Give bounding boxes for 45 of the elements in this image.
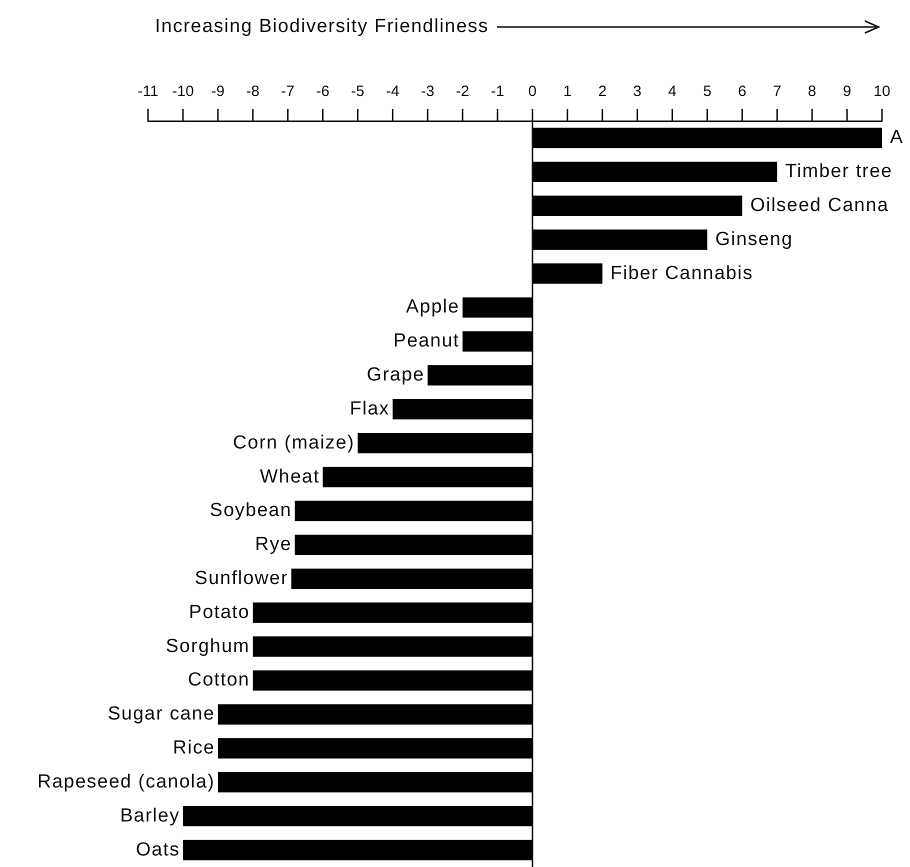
x-tick-label: 10 — [874, 83, 890, 100]
x-tick-label: 3 — [633, 83, 642, 100]
x-tick-label: 9 — [842, 83, 852, 100]
x-tick-label: 5 — [703, 83, 712, 100]
x-tick-label: -6 — [316, 83, 330, 100]
y-tick-label: Oilseed Canna — [750, 195, 889, 216]
x-tick-label: -4 — [386, 83, 400, 100]
x-tick-label: 7 — [772, 83, 782, 100]
x-tick-label: 1 — [563, 83, 572, 100]
y-tick-label: Barley — [120, 805, 180, 826]
x-tick-label: -10 — [172, 83, 194, 100]
y-tick-label: Oats — [136, 839, 180, 860]
y-tick-label: Grape — [366, 364, 425, 386]
x-tick-label: 2 — [598, 83, 607, 100]
y-tick-label: Potato — [188, 602, 250, 623]
x-tick-label: -11 — [138, 83, 158, 100]
x-tick-label: -9 — [211, 83, 225, 100]
y-tick-label: Fiber Cannabis — [610, 262, 754, 284]
y-tick-label: Flax — [350, 398, 390, 420]
y-tick-label: Sorghum — [166, 636, 250, 657]
y-tick-label: Rapeseed (canola) — [37, 771, 215, 792]
y-tick-label: Timber tree — [785, 161, 893, 182]
x-axis-title: Increasing Biodiversity Friendliness — [155, 16, 489, 38]
x-tick-label: -7 — [281, 83, 294, 100]
y-tick-label: Wheat — [260, 466, 320, 488]
x-tick-label: -5 — [351, 83, 364, 100]
y-tick-label: Sugar cane — [108, 704, 215, 725]
x-tick-label: 4 — [668, 83, 676, 100]
x-tick-label: -2 — [456, 83, 470, 100]
y-tick-label: Peanut — [393, 330, 460, 352]
x-tick-label: -3 — [420, 83, 434, 100]
y-tick-label: Cotton — [188, 670, 250, 691]
y-tick-label: Corn (maize) — [232, 432, 355, 454]
x-tick-label: -8 — [246, 83, 260, 100]
y-tick-label: Sunflower — [194, 568, 288, 590]
y-tick-label: Rye — [255, 534, 292, 556]
y-tick-label: A — [890, 127, 904, 148]
x-tick-label: 6 — [738, 83, 746, 100]
y-tick-label: Apple — [406, 296, 460, 318]
x-tick-label: 8 — [808, 83, 816, 100]
y-tick-label: Ginseng — [715, 228, 794, 250]
x-tick-label: 0 — [528, 83, 537, 100]
x-tick-label: -1 — [490, 83, 504, 100]
y-tick-label: Soybean — [210, 500, 292, 522]
y-tick-label: Rice — [172, 738, 215, 759]
